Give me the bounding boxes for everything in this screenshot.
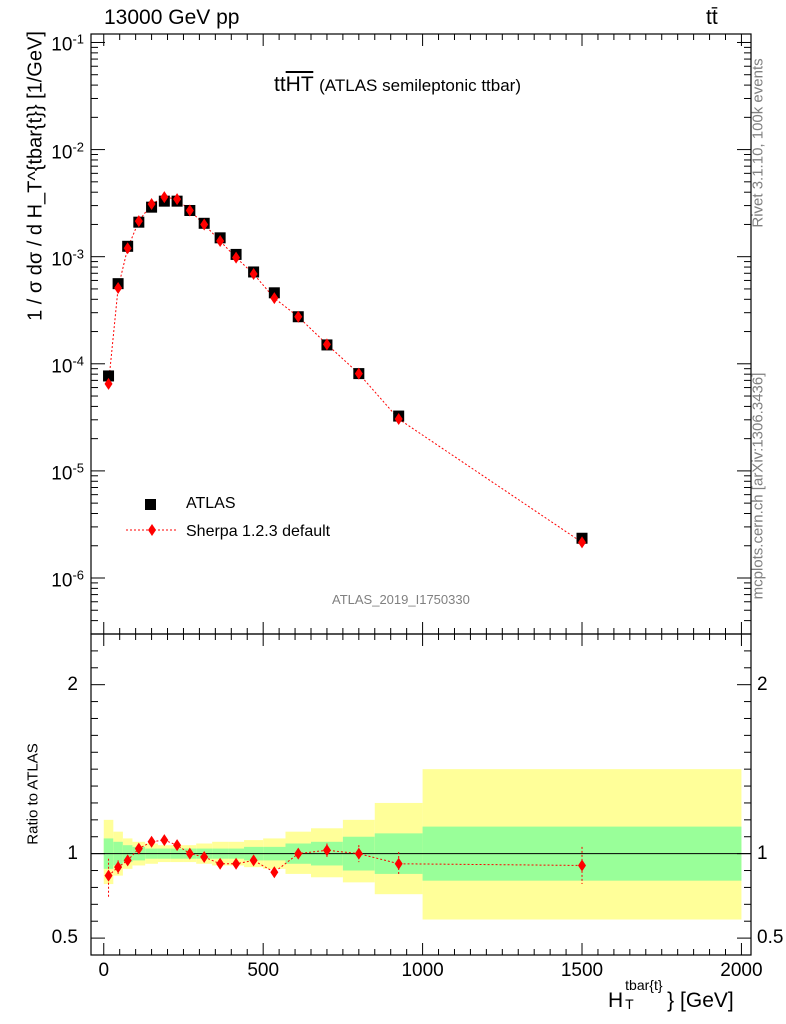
sherpa-ratio-line	[108, 839, 583, 876]
xlabel-sup: tbar{t}	[625, 977, 663, 993]
sherpa-data-point	[104, 377, 113, 390]
main-panel	[103, 191, 588, 549]
plot-frames	[90, 33, 752, 956]
x-tick-label: 2000	[720, 960, 763, 981]
main-y-tick-label: 10-1	[51, 31, 84, 57]
sherpa-ratio-point	[394, 857, 403, 870]
ratio-y-tick-label-right: 1	[757, 842, 768, 864]
legend-sherpa-label: Sherpa 1.2.3 default	[186, 523, 331, 540]
ratio-frame	[90, 633, 752, 956]
sherpa-ratio-point	[134, 842, 143, 855]
title-rest: (ATLAS semileptonic ttbar)	[319, 76, 522, 95]
sherpa-ratio-point	[354, 847, 363, 860]
sherpa-data-point	[232, 251, 241, 264]
main-y-tick-label: 10-4	[51, 353, 84, 378]
sherpa-ratio-point	[123, 854, 132, 867]
sherpa-data-point	[185, 204, 194, 217]
sherpa-ratio-point	[200, 851, 209, 864]
sherpa-data-point	[354, 367, 363, 380]
sherpa-ratio-point	[249, 854, 258, 867]
sherpa-ratio-point	[232, 857, 241, 870]
mcplots-label: mcplots.cern.ch [arXiv:1306.3436]	[749, 372, 767, 600]
xlabel-sub: T	[625, 996, 634, 1012]
sherpa-ratio-point	[578, 859, 587, 872]
sherpa-data-point	[114, 282, 123, 295]
x-tick-label: 1500	[560, 960, 604, 981]
xlabel-unit: } [GeV]	[667, 989, 734, 1012]
x-axis-label: H tbar{t} T } [GeV]	[608, 977, 734, 1013]
sherpa-data-point	[134, 215, 143, 228]
main-ylabel: 1 / σ dσ / d H_T^{tbar{t}} [1/GeV]	[24, 31, 47, 321]
process-label: tt̄	[706, 6, 718, 29]
x-tick-label: 500	[247, 960, 280, 981]
sherpa-ratio-point	[104, 869, 113, 882]
ratio-y-tick-label-right: 0.5	[757, 927, 784, 949]
atlas-data-point	[103, 370, 115, 382]
x-tick-label: 0	[98, 960, 110, 981]
xlabel-base: H	[608, 989, 624, 1012]
sherpa-data-point	[322, 338, 331, 351]
ratio-ylabel: Ratio to ATLAS	[24, 743, 42, 845]
sherpa-data-point	[270, 292, 279, 305]
x-tick-label: 1000	[401, 960, 444, 981]
ratio-panel	[91, 834, 751, 898]
ratio-y-tick-label-left: 0.5	[51, 927, 78, 949]
sherpa-data-point	[216, 235, 225, 248]
legend-atlas-marker	[145, 499, 156, 510]
sherpa-data-point	[578, 536, 587, 549]
energy-label: 13000 GeV pp	[104, 6, 240, 29]
sherpa-data-point	[147, 198, 156, 211]
ratio-bands	[103, 769, 742, 920]
sherpa-ratio-point	[173, 839, 182, 852]
analysis-watermark: ATLAS_2019_I1750330	[332, 592, 470, 607]
sherpa-data-point	[294, 310, 303, 323]
ratio-y-tick-label-left: 1	[67, 842, 78, 864]
sherpa-ratio-point	[185, 847, 194, 860]
ratio-y-tick-label-left: 2	[67, 673, 78, 695]
legend-sherpa-marker	[126, 524, 178, 536]
sherpa-data-point	[394, 413, 403, 426]
sherpa-ratio-point	[270, 866, 279, 879]
sherpa-data-point	[160, 191, 169, 204]
plot-title: ttHT (ATLAS semileptonic ttbar)	[274, 73, 521, 97]
title-main: tt	[274, 73, 286, 96]
title-overline: HT	[285, 73, 314, 96]
sherpa-ratio-point	[114, 861, 123, 874]
sherpa-ratio-point	[322, 844, 331, 857]
sherpa-ratio-point	[160, 834, 169, 847]
sherpa-line	[108, 196, 583, 543]
main-y-tick-label: 10-2	[51, 138, 84, 164]
sherpa-ratio-point	[294, 847, 303, 860]
sherpa-ratio-point	[147, 835, 156, 848]
sherpa-ratio-point	[216, 857, 225, 870]
legend-atlas-label: ATLAS	[186, 495, 236, 512]
main-y-tick-label: 10-6	[51, 567, 84, 592]
main-y-tick-label: 10-5	[51, 460, 84, 485]
main-y-tick-label: 10-3	[51, 246, 84, 271]
legend: ATLAS Sherpa 1.2.3 default	[124, 494, 364, 554]
sherpa-data-point	[173, 193, 182, 206]
rivet-version-label: Rivet 3.1.10, 100k events	[749, 58, 767, 228]
sherpa-data-point	[200, 218, 209, 231]
sherpa-data-point	[249, 267, 258, 280]
ratio-y-tick-label-right: 2	[757, 673, 768, 695]
sherpa-data-point	[123, 242, 132, 255]
